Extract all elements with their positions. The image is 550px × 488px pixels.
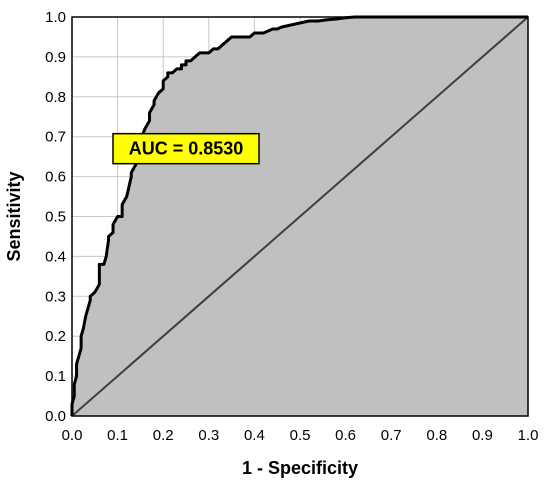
y-tick-label: 0.7: [45, 129, 66, 146]
x-tick-label: 0.0: [62, 427, 83, 444]
x-tick-label: 0.4: [244, 427, 265, 444]
y-tick-label: 0.3: [45, 288, 66, 305]
x-axis-title: 1 - Specificity: [242, 458, 358, 478]
y-tick-label: 0.0: [45, 408, 66, 425]
x-tick-label: 0.5: [290, 427, 311, 444]
x-tick-label: 0.7: [381, 427, 402, 444]
y-axis-ticks: 0.0 0.1 0.2 0.3 0.4 0.5 0.6 0.7 0.8 0.9 1.0: [45, 9, 66, 425]
chance-diagonal: [71, 16, 529, 417]
y-tick-label: 0.4: [45, 248, 66, 265]
y-tick-label: 0.5: [45, 209, 66, 226]
x-tick-label: 0.2: [153, 427, 174, 444]
x-tick-label: 0.9: [472, 427, 493, 444]
y-tick-label: 1.0: [45, 9, 66, 26]
auc-annotation-text: AUC = 0.8530: [129, 139, 244, 159]
y-tick-label: 0.1: [45, 368, 66, 385]
x-tick-label: 0.6: [335, 427, 356, 444]
y-tick-label: 0.6: [45, 169, 66, 186]
x-tick-label: 0.8: [426, 427, 447, 444]
auc-annotation: AUC = 0.8530: [112, 132, 260, 165]
y-tick-label: 0.8: [45, 89, 66, 106]
x-axis-ticks: 0.0 0.1 0.2 0.3 0.4 0.5 0.6 0.7 0.8 0.9 1.0: [62, 427, 539, 444]
roc-curve-line: [70, 15, 528, 416]
y-axis-title: Sensitivity: [4, 171, 24, 261]
auc-annotation-box: [112, 132, 260, 165]
plot-frame: [71, 16, 529, 417]
x-tick-label: 1.0: [518, 427, 539, 444]
x-tick-label: 0.3: [198, 427, 219, 444]
y-tick-label: 0.9: [45, 49, 66, 66]
x-tick-label: 0.1: [107, 427, 128, 444]
y-tick-label: 0.2: [45, 328, 66, 345]
